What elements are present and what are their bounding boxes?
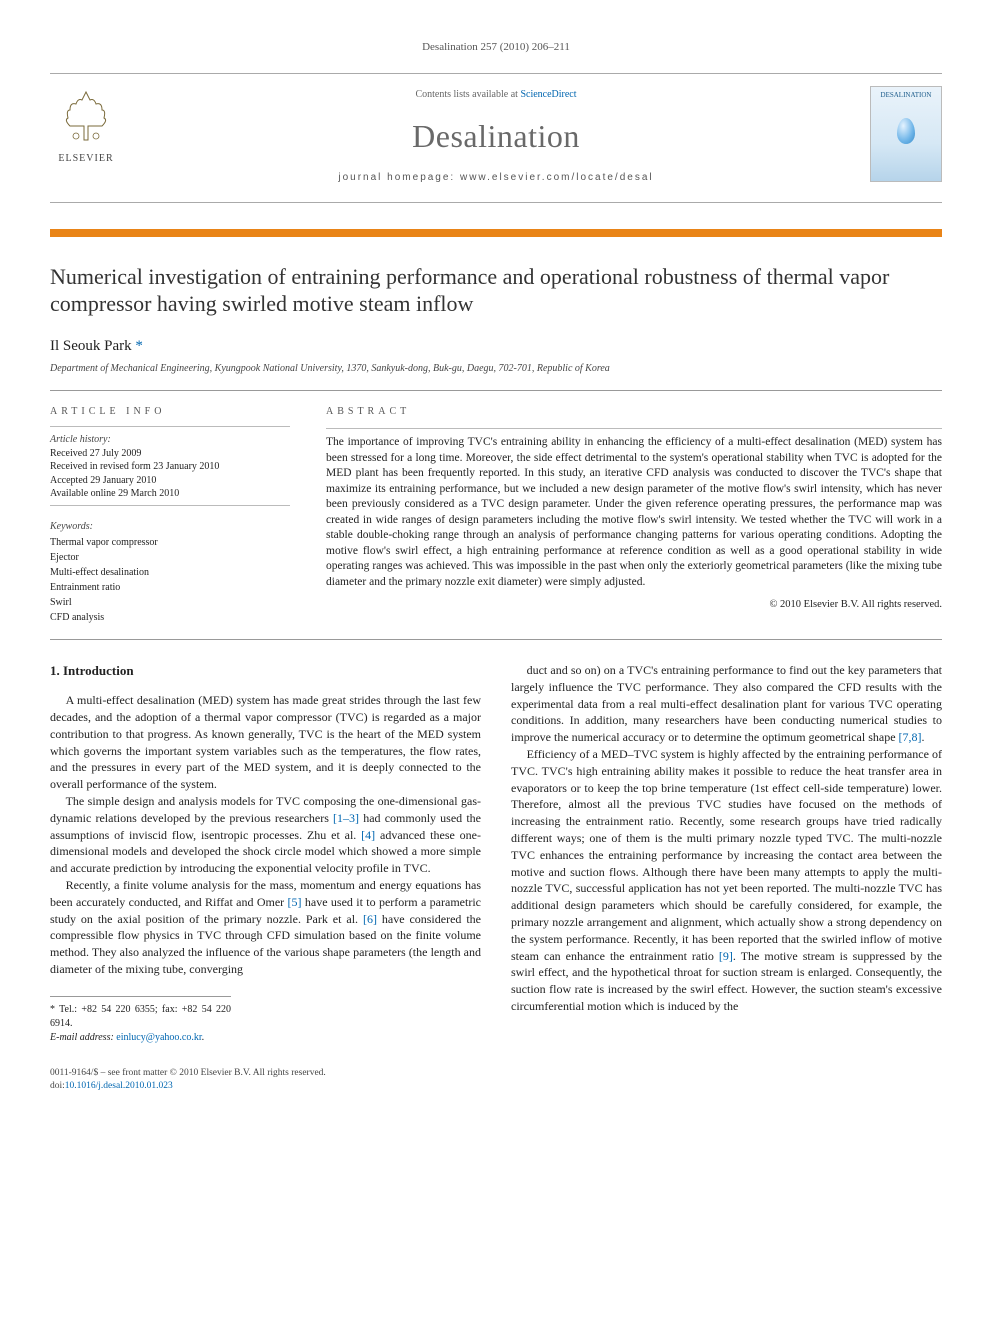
history-label: Article history:	[50, 434, 111, 445]
history-item: Received in revised form 23 January 2010	[50, 460, 290, 474]
keyword: Multi-effect desalination	[50, 565, 290, 580]
history-item: Received 27 July 2009	[50, 447, 290, 461]
footer-block: 0011-9164/$ – see front matter © 2010 El…	[50, 1067, 942, 1093]
email-link[interactable]: einlucy@yahoo.co.kr	[116, 1032, 201, 1043]
running-head: Desalination 257 (2010) 206–211	[50, 40, 942, 55]
abstract-heading: ABSTRACT	[326, 405, 942, 421]
author-name: Il Seouk Park	[50, 338, 132, 354]
affiliation: Department of Mechanical Engineering, Ky…	[50, 362, 942, 376]
doi-link[interactable]: 10.1016/j.desal.2010.01.023	[65, 1081, 173, 1091]
thin-rule	[326, 428, 942, 429]
contents-prefix: Contents lists available at	[415, 89, 520, 100]
thin-rule	[50, 505, 290, 506]
citation-link[interactable]: [1–3]	[333, 811, 359, 825]
section-heading: 1. Introduction	[50, 662, 481, 680]
body-paragraph: The simple design and analysis models fo…	[50, 793, 481, 877]
journal-homepage: journal homepage: www.elsevier.com/locat…	[50, 171, 942, 185]
elsevier-tree-icon	[56, 86, 116, 146]
doi-label: doi:	[50, 1081, 65, 1091]
cover-title: DESALINATION	[881, 91, 932, 99]
publisher-name: ELSEVIER	[50, 152, 122, 166]
citation-link[interactable]: [6]	[363, 912, 377, 926]
journal-cover-thumb: DESALINATION	[870, 86, 942, 182]
thin-rule	[50, 426, 290, 427]
footnote-tel: Tel.: +82 54 220 6355; fax: +82 54 220 6…	[50, 1004, 231, 1029]
citation-link[interactable]: [4]	[361, 828, 375, 842]
accent-bar	[50, 229, 942, 237]
body-columns: 1. Introduction A multi-effect desalinat…	[50, 662, 942, 1045]
keywords-label: Keywords:	[50, 520, 290, 534]
body-paragraph: Efficiency of a MED–TVC system is highly…	[511, 746, 942, 1015]
sciencedirect-link[interactable]: ScienceDirect	[520, 89, 576, 100]
journal-name: Desalination	[50, 115, 942, 158]
contents-line: Contents lists available at ScienceDirec…	[50, 88, 942, 102]
citation-link[interactable]: [7,8]	[899, 730, 922, 744]
keyword: CFD analysis	[50, 610, 290, 625]
body-rule	[50, 639, 942, 640]
keyword: Swirl	[50, 595, 290, 610]
corresponding-footnote: * Tel.: +82 54 220 6355; fax: +82 54 220…	[50, 996, 231, 1045]
issn-line: 0011-9164/$ – see front matter © 2010 El…	[50, 1067, 942, 1080]
water-drop-icon	[897, 118, 915, 144]
body-paragraph: A multi-effect desalination (MED) system…	[50, 692, 481, 793]
journal-header: ELSEVIER Contents lists available at Sci…	[50, 73, 942, 203]
email-label: E-mail address:	[50, 1032, 114, 1043]
body-paragraph: duct and so on) on a TVC's entraining pe…	[511, 662, 942, 746]
author-line: Il Seouk Park *	[50, 336, 942, 356]
citation-link[interactable]: [9]	[719, 949, 733, 963]
body-paragraph: Recently, a finite volume analysis for t…	[50, 877, 481, 978]
keyword: Entrainment ratio	[50, 580, 290, 595]
history-item: Available online 29 March 2010	[50, 487, 290, 501]
abstract-text: The importance of improving TVC's entrai…	[326, 435, 942, 590]
article-info-block: ARTICLE INFO Article history: Received 2…	[50, 405, 290, 626]
history-item: Accepted 29 January 2010	[50, 474, 290, 488]
article-info-heading: ARTICLE INFO	[50, 405, 290, 419]
corresponding-author-link[interactable]: *	[135, 338, 143, 354]
publisher-logo: ELSEVIER	[50, 86, 122, 178]
abstract-block: ABSTRACT The importance of improving TVC…	[326, 405, 942, 626]
section-rule	[50, 390, 942, 391]
keyword: Ejector	[50, 550, 290, 565]
article-title: Numerical investigation of entraining pe…	[50, 263, 942, 318]
citation-link[interactable]: [5]	[288, 895, 302, 909]
keyword: Thermal vapor compressor	[50, 535, 290, 550]
abstract-copyright: © 2010 Elsevier B.V. All rights reserved…	[326, 598, 942, 612]
